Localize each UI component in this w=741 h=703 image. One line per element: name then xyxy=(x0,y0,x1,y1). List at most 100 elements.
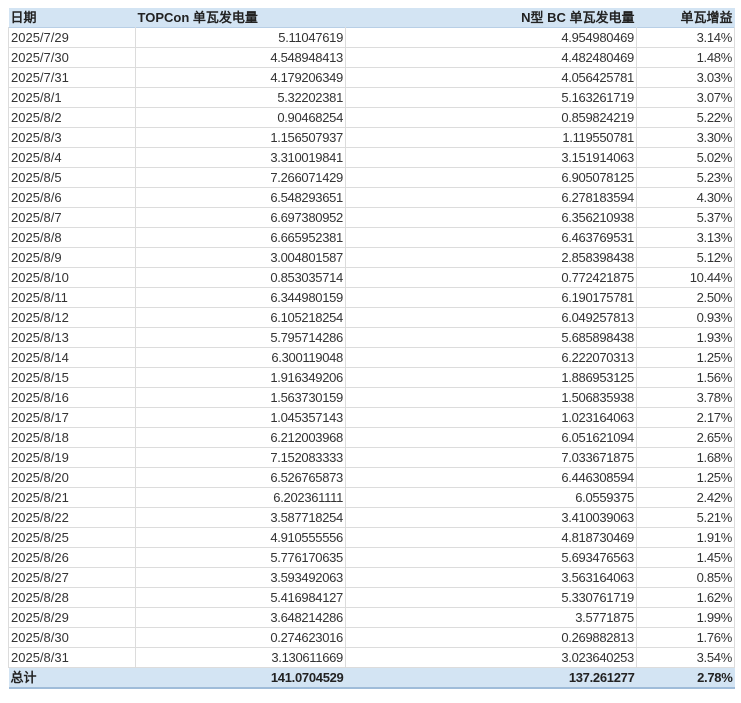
cell-gain[interactable]: 3.14% xyxy=(636,27,735,48)
total-label[interactable]: 总计 xyxy=(10,670,37,685)
cell-nbc[interactable]: 6.463769531 xyxy=(345,227,637,248)
cell-date[interactable]: 2025/8/3 xyxy=(8,127,136,148)
cell-date[interactable]: 2025/8/14 xyxy=(8,347,136,368)
cell-topcon[interactable]: 1.045357143 xyxy=(135,407,346,428)
cell-nbc[interactable]: 6.051621094 xyxy=(345,427,637,448)
cell-gain[interactable]: 1.91% xyxy=(636,527,735,548)
cell-gain[interactable]: 1.25% xyxy=(636,347,735,368)
cell-gain[interactable]: 1.99% xyxy=(636,607,735,628)
cell-topcon[interactable]: 4.179206349 xyxy=(135,67,346,88)
cell-date[interactable]: 2025/8/12 xyxy=(8,307,136,328)
cell-gain[interactable]: 5.21% xyxy=(636,507,735,528)
cell-gain[interactable]: 1.56% xyxy=(636,367,735,388)
cell-nbc[interactable]: 6.190175781 xyxy=(345,287,637,308)
cell-gain[interactable]: 0.93% xyxy=(636,307,735,328)
cell-topcon[interactable]: 5.32202381 xyxy=(135,87,346,108)
cell-topcon[interactable]: 1.916349206 xyxy=(135,367,346,388)
cell-date[interactable]: 2025/8/13 xyxy=(8,327,136,348)
cell-nbc[interactable]: 3.023640253 xyxy=(345,647,637,668)
cell-gain[interactable]: 1.25% xyxy=(636,467,735,488)
cell-gain[interactable]: 5.22% xyxy=(636,107,735,128)
cell-topcon[interactable]: 3.130611669 xyxy=(135,647,346,668)
cell-gain[interactable]: 4.30% xyxy=(636,187,735,208)
cell-gain[interactable]: 5.02% xyxy=(636,147,735,168)
cell-nbc[interactable]: 1.023164063 xyxy=(345,407,637,428)
cell-date[interactable]: 2025/8/11 xyxy=(8,287,136,308)
cell-gain[interactable]: 2.50% xyxy=(636,287,735,308)
cell-date[interactable]: 2025/8/25 xyxy=(8,527,136,548)
cell-gain[interactable]: 1.93% xyxy=(636,327,735,348)
cell-date[interactable]: 2025/8/31 xyxy=(8,647,136,668)
cell-topcon[interactable]: 5.11047619 xyxy=(135,27,346,48)
cell-topcon[interactable]: 7.266071429 xyxy=(135,167,346,188)
cell-gain[interactable]: 2.17% xyxy=(636,407,735,428)
cell-date[interactable]: 2025/8/6 xyxy=(8,187,136,208)
total-topcon[interactable]: 141.0704529 xyxy=(270,670,344,685)
cell-topcon[interactable]: 6.300119048 xyxy=(135,347,346,368)
cell-nbc[interactable]: 7.033671875 xyxy=(345,447,637,468)
cell-date[interactable]: 2025/8/15 xyxy=(8,367,136,388)
cell-nbc[interactable]: 3.151914063 xyxy=(345,147,637,168)
cell-gain[interactable]: 3.30% xyxy=(636,127,735,148)
cell-date[interactable]: 2025/8/8 xyxy=(8,227,136,248)
cell-gain[interactable]: 3.78% xyxy=(636,387,735,408)
cell-nbc[interactable]: 3.410039063 xyxy=(345,507,637,528)
cell-nbc[interactable]: 6.222070313 xyxy=(345,347,637,368)
cell-topcon[interactable]: 3.004801587 xyxy=(135,247,346,268)
cell-nbc[interactable]: 4.482480469 xyxy=(345,47,637,68)
cell-gain[interactable]: 5.37% xyxy=(636,207,735,228)
cell-topcon[interactable]: 3.648214286 xyxy=(135,607,346,628)
cell-nbc[interactable]: 6.0559375 xyxy=(345,487,637,508)
cell-date[interactable]: 2025/8/21 xyxy=(8,487,136,508)
cell-topcon[interactable]: 4.910555556 xyxy=(135,527,346,548)
cell-topcon[interactable]: 1.156507937 xyxy=(135,127,346,148)
cell-topcon[interactable]: 3.593492063 xyxy=(135,567,346,588)
cell-gain[interactable]: 1.48% xyxy=(636,47,735,68)
header-topcon[interactable]: TOPCon 单瓦发电量 xyxy=(137,10,258,25)
cell-date[interactable]: 2025/8/2 xyxy=(8,107,136,128)
cell-topcon[interactable]: 0.853035714 xyxy=(135,267,346,288)
cell-gain[interactable]: 3.13% xyxy=(636,227,735,248)
cell-nbc[interactable]: 6.049257813 xyxy=(345,307,637,328)
cell-gain[interactable]: 3.07% xyxy=(636,87,735,108)
cell-nbc[interactable]: 6.446308594 xyxy=(345,467,637,488)
cell-topcon[interactable]: 6.697380952 xyxy=(135,207,346,228)
cell-gain[interactable]: 5.23% xyxy=(636,167,735,188)
cell-gain[interactable]: 2.42% xyxy=(636,487,735,508)
cell-gain[interactable]: 0.85% xyxy=(636,567,735,588)
cell-gain[interactable]: 1.76% xyxy=(636,627,735,648)
cell-topcon[interactable]: 6.526765873 xyxy=(135,467,346,488)
cell-gain[interactable]: 1.45% xyxy=(636,547,735,568)
cell-topcon[interactable]: 5.416984127 xyxy=(135,587,346,608)
cell-date[interactable]: 2025/8/7 xyxy=(8,207,136,228)
cell-gain[interactable]: 1.68% xyxy=(636,447,735,468)
header-date[interactable]: 日期 xyxy=(10,10,37,25)
cell-topcon[interactable]: 6.344980159 xyxy=(135,287,346,308)
cell-topcon[interactable]: 6.212003968 xyxy=(135,427,346,448)
cell-topcon[interactable]: 6.202361111 xyxy=(135,487,346,508)
cell-topcon[interactable]: 6.665952381 xyxy=(135,227,346,248)
cell-nbc[interactable]: 3.5771875 xyxy=(345,607,637,628)
cell-topcon[interactable]: 5.776170635 xyxy=(135,547,346,568)
cell-nbc[interactable]: 5.693476563 xyxy=(345,547,637,568)
cell-nbc[interactable]: 0.269882813 xyxy=(345,627,637,648)
cell-nbc[interactable]: 1.506835938 xyxy=(345,387,637,408)
cell-gain[interactable]: 5.12% xyxy=(636,247,735,268)
header-gain[interactable]: 单瓦增益 xyxy=(680,10,733,25)
cell-date[interactable]: 2025/8/28 xyxy=(8,587,136,608)
cell-nbc[interactable]: 0.859824219 xyxy=(345,107,637,128)
cell-nbc[interactable]: 4.056425781 xyxy=(345,67,637,88)
cell-date[interactable]: 2025/8/26 xyxy=(8,547,136,568)
cell-date[interactable]: 2025/8/9 xyxy=(8,247,136,268)
cell-topcon[interactable]: 0.274623016 xyxy=(135,627,346,648)
cell-nbc[interactable]: 3.563164063 xyxy=(345,567,637,588)
cell-date[interactable]: 2025/8/1 xyxy=(8,87,136,108)
cell-topcon[interactable]: 0.90468254 xyxy=(135,107,346,128)
cell-date[interactable]: 2025/8/17 xyxy=(8,407,136,428)
total-nbc[interactable]: 137.261277 xyxy=(568,670,635,685)
cell-date[interactable]: 2025/8/4 xyxy=(8,147,136,168)
cell-date[interactable]: 2025/8/20 xyxy=(8,467,136,488)
cell-nbc[interactable]: 5.685898438 xyxy=(345,327,637,348)
cell-date[interactable]: 2025/8/22 xyxy=(8,507,136,528)
cell-date[interactable]: 2025/8/16 xyxy=(8,387,136,408)
